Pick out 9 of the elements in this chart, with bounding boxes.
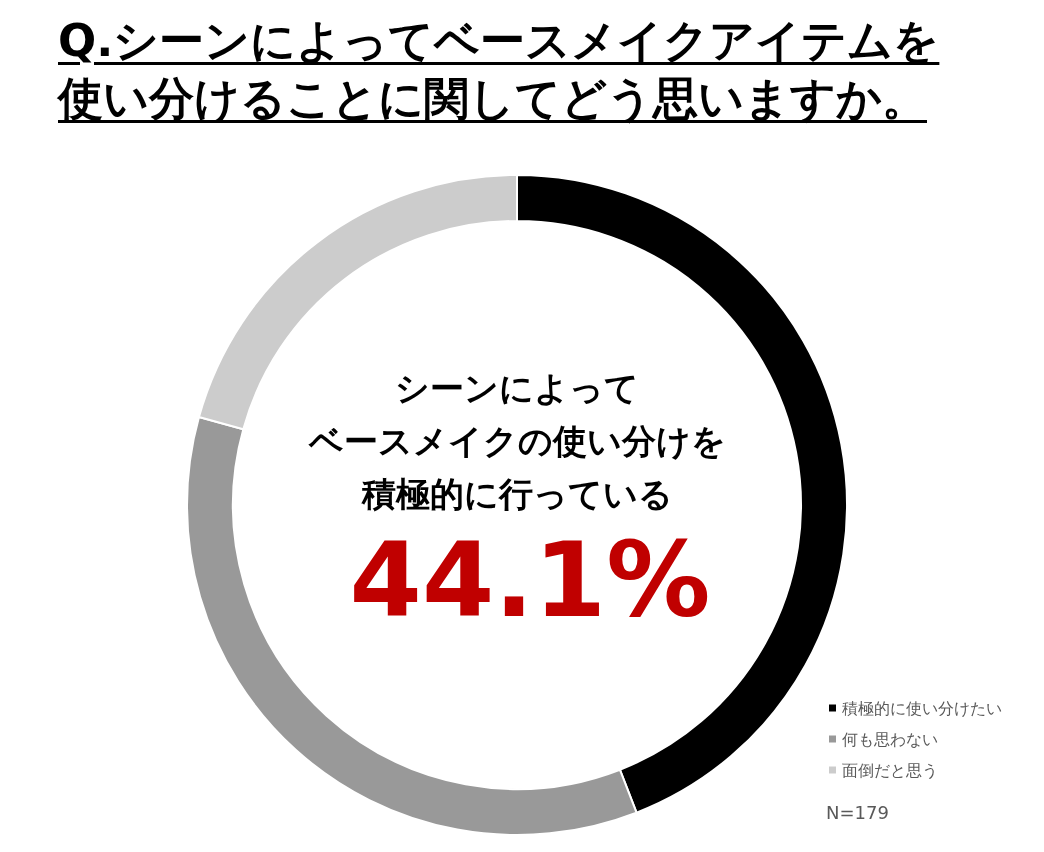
data-label: 44.1%	[349, 519, 711, 641]
text: ベースメイクの使い分けを	[307, 421, 726, 461]
legend-label: 積極的に使い分けたい	[842, 698, 1002, 718]
legend-label: 面倒だと思う	[842, 760, 938, 780]
text: シーンによって	[395, 368, 639, 408]
chart-title: Q.シーンによってベースメイクアイテムを使い分けることに関してどう思いますか。	[58, 14, 940, 125]
legend-label: 何も思わない	[842, 729, 938, 749]
text: N=179	[826, 801, 889, 823]
text: 積極的に行っている	[360, 474, 673, 514]
